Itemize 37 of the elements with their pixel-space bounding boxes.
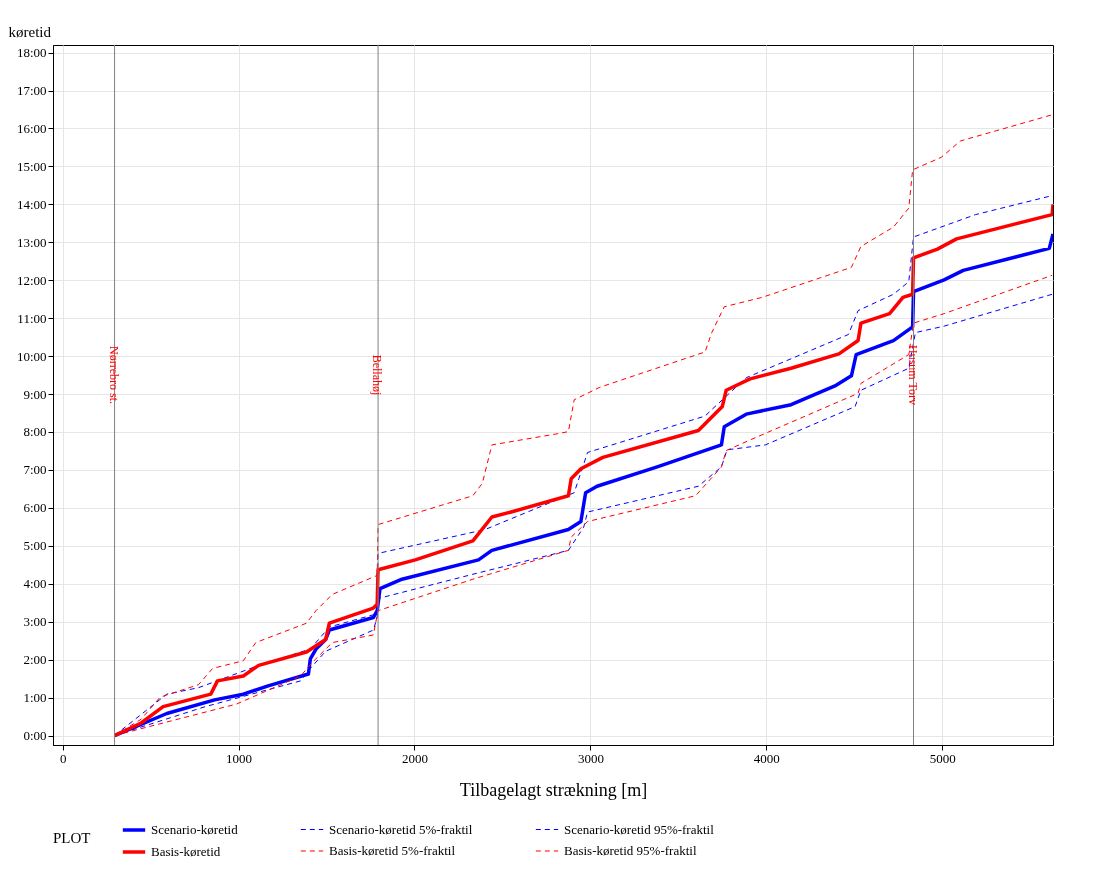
x-tick-label: 5000: [929, 750, 956, 766]
x-tick-label: 3000: [577, 750, 604, 766]
y-tick-label: 14:00: [16, 196, 47, 212]
x-tick-label: 4000: [753, 750, 780, 766]
y-tick-label: 1:00: [23, 690, 47, 706]
legend-title: PLOT: [53, 830, 91, 846]
y-tick-label: 2:00: [23, 652, 47, 668]
legend-label: Scenario-køretid 95%-fraktil: [564, 821, 715, 837]
y-tick-label: 16:00: [16, 120, 47, 136]
legend-label: Basis-køretid: [151, 844, 221, 859]
x-tick-label: 0: [59, 750, 67, 766]
y-tick-label: 0:00: [23, 728, 47, 744]
y-tick-label: 10:00: [16, 348, 47, 364]
y-axis-title: køretid: [8, 23, 52, 40]
y-tick-label: 13:00: [16, 234, 47, 250]
y-tick-label: 18:00: [16, 45, 47, 61]
y-tick-label: 5:00: [23, 538, 47, 554]
y-tick-label: 12:00: [16, 272, 47, 288]
legend-label: Scenario-køretid 5%-fraktil: [329, 821, 473, 837]
y-tick-label: 17:00: [16, 83, 47, 99]
y-tick-label: 6:00: [23, 500, 47, 516]
ref-line-label: Nørrebro st.: [106, 346, 121, 404]
y-tick-label: 4:00: [23, 576, 47, 592]
x-tick-label: 2000: [401, 750, 428, 766]
y-tick-label: 11:00: [17, 310, 47, 326]
x-axis-title: Tilbagelagt strækning [m]: [459, 779, 648, 800]
y-tick-label: 7:00: [23, 462, 47, 478]
y-tick-label: 3:00: [23, 614, 47, 630]
legend-label: Basis-køretid 95%-fraktil: [564, 843, 697, 858]
ref-line-label: Bellahøj: [370, 354, 385, 396]
y-tick-label: 9:00: [23, 386, 47, 402]
ref-line-label: Husum Torv: [905, 345, 920, 405]
y-tick-label: 15:00: [16, 158, 47, 174]
x-tick-label: 1000: [226, 750, 253, 766]
y-tick-label: 8:00: [23, 424, 47, 440]
legend-label: Basis-køretid 5%-fraktil: [329, 843, 456, 858]
legend-label: Scenario-køretid: [151, 822, 239, 837]
